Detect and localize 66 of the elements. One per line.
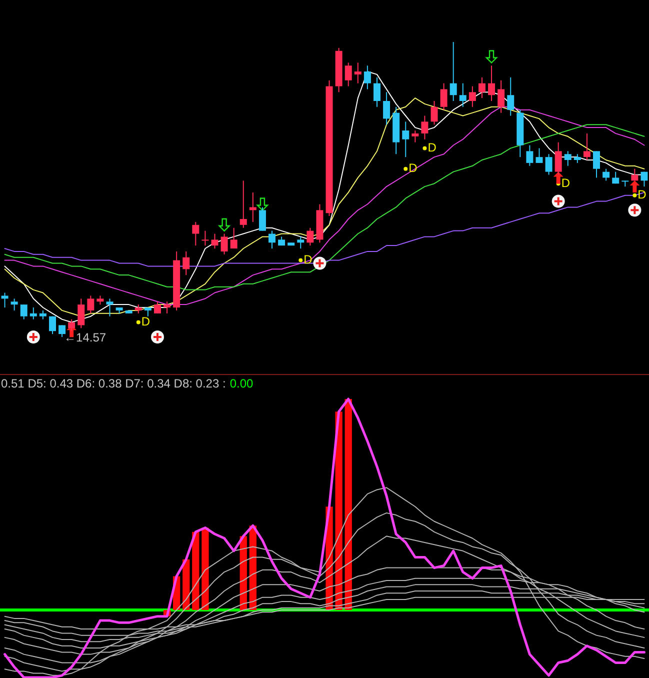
candlestick [593,150,600,178]
text: D [561,176,570,190]
point [632,193,637,198]
candlestick [545,154,552,176]
candlestick [58,324,66,338]
series-label: D [141,314,150,329]
ref-line-label: 0.00 [230,376,254,390]
point [553,172,564,184]
candlestick [402,121,410,158]
point [486,50,498,64]
candlestick [364,65,371,90]
point [298,258,303,262]
candlestick [211,233,218,249]
candlestick [354,62,362,84]
candlestick [564,150,572,166]
candlestick [412,130,419,143]
candlestick [583,132,590,160]
candlestick [440,82,448,110]
candlestick [240,180,247,228]
candlestick [450,42,457,102]
candlestick [1,292,8,308]
candlestick [182,250,190,276]
candlestick [344,62,352,87]
candlestick [459,82,466,108]
candlestick [220,233,228,255]
point [256,198,268,211]
point [218,218,230,232]
candlestick [192,221,200,246]
candlestick [478,76,486,99]
candlestick [164,301,171,314]
candlestick [468,86,476,108]
candlestick [306,227,314,246]
bar [202,528,209,610]
candlestick [640,171,648,188]
candlestick [20,304,28,320]
candlestick [268,230,276,249]
candlestick [30,307,37,320]
candlestick [48,316,56,335]
point [136,320,140,324]
candlestick [230,227,238,249]
candlestick [202,230,209,246]
candlestick [154,301,161,314]
text: 0.51 D5: 0.43 D6: 0.38 D7: 0.34 D8: 0.23 : [1,376,226,390]
candlestick [507,76,514,116]
candlestick [78,298,85,329]
candlestick [602,168,610,182]
candlestick [421,115,428,140]
point [404,166,408,171]
annotation: ←14.57 [64,330,106,344]
candlestick [488,65,496,102]
candlestick [430,100,438,126]
candlestick [106,298,114,317]
candlestick [536,148,543,164]
candlestick [258,206,266,232]
candlestick [10,298,18,311]
candlestick [87,295,94,314]
candlestick [297,236,304,249]
point [422,146,427,150]
candlestick [526,144,534,166]
text: D [428,140,436,155]
candlestick [498,80,505,114]
candlestick [373,76,380,108]
bar [344,399,352,610]
point [630,180,640,193]
candlestick [249,192,256,222]
candlestick [383,92,390,126]
